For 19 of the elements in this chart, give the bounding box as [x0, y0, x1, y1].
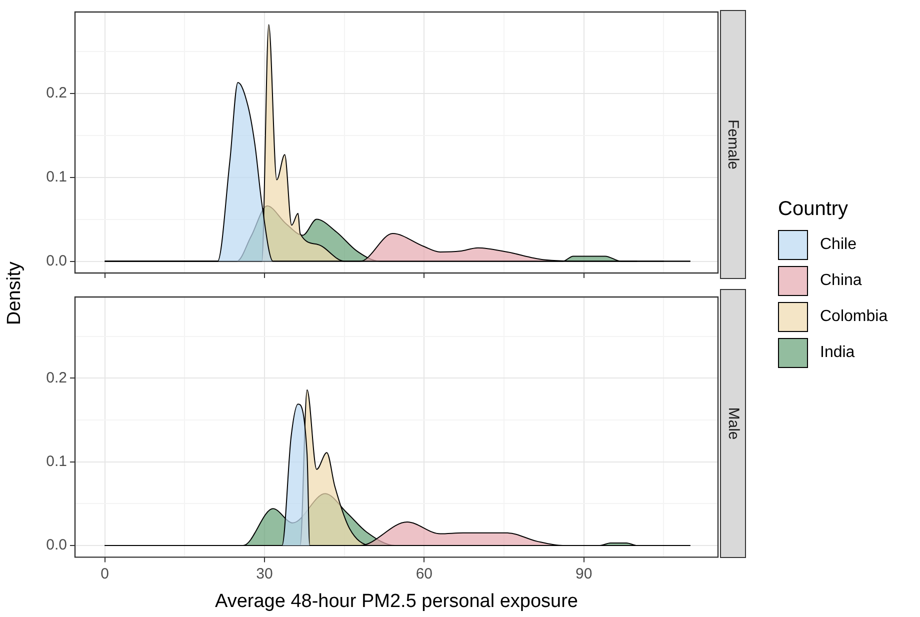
legend-label: Chile — [820, 236, 856, 254]
y-tick-label: 0.1 — [46, 452, 67, 470]
y-tick-label: 0.1 — [46, 168, 67, 186]
legend-label: China — [820, 272, 862, 290]
y-axis-title: Density — [4, 262, 25, 325]
x-tick-label: 30 — [256, 565, 273, 582]
text: Male — [724, 407, 742, 440]
y-tick-label: 0.2 — [46, 84, 67, 102]
x-axis-title: Average 48-hour PM2.5 personal exposure — [215, 590, 578, 612]
legend-title: Country — [778, 198, 850, 221]
legend-label: India — [820, 344, 855, 362]
x-tick-label: 90 — [576, 565, 592, 582]
legend-label: Colombia — [820, 308, 888, 326]
x-tick-label: 60 — [416, 565, 433, 582]
y-tick-label: 0.0 — [46, 536, 67, 554]
y-tick-label: 0.0 — [46, 252, 67, 270]
text: Female — [724, 119, 742, 170]
y-tick-label: 0.2 — [46, 369, 67, 386]
x-tick-label: 0 — [100, 565, 109, 582]
